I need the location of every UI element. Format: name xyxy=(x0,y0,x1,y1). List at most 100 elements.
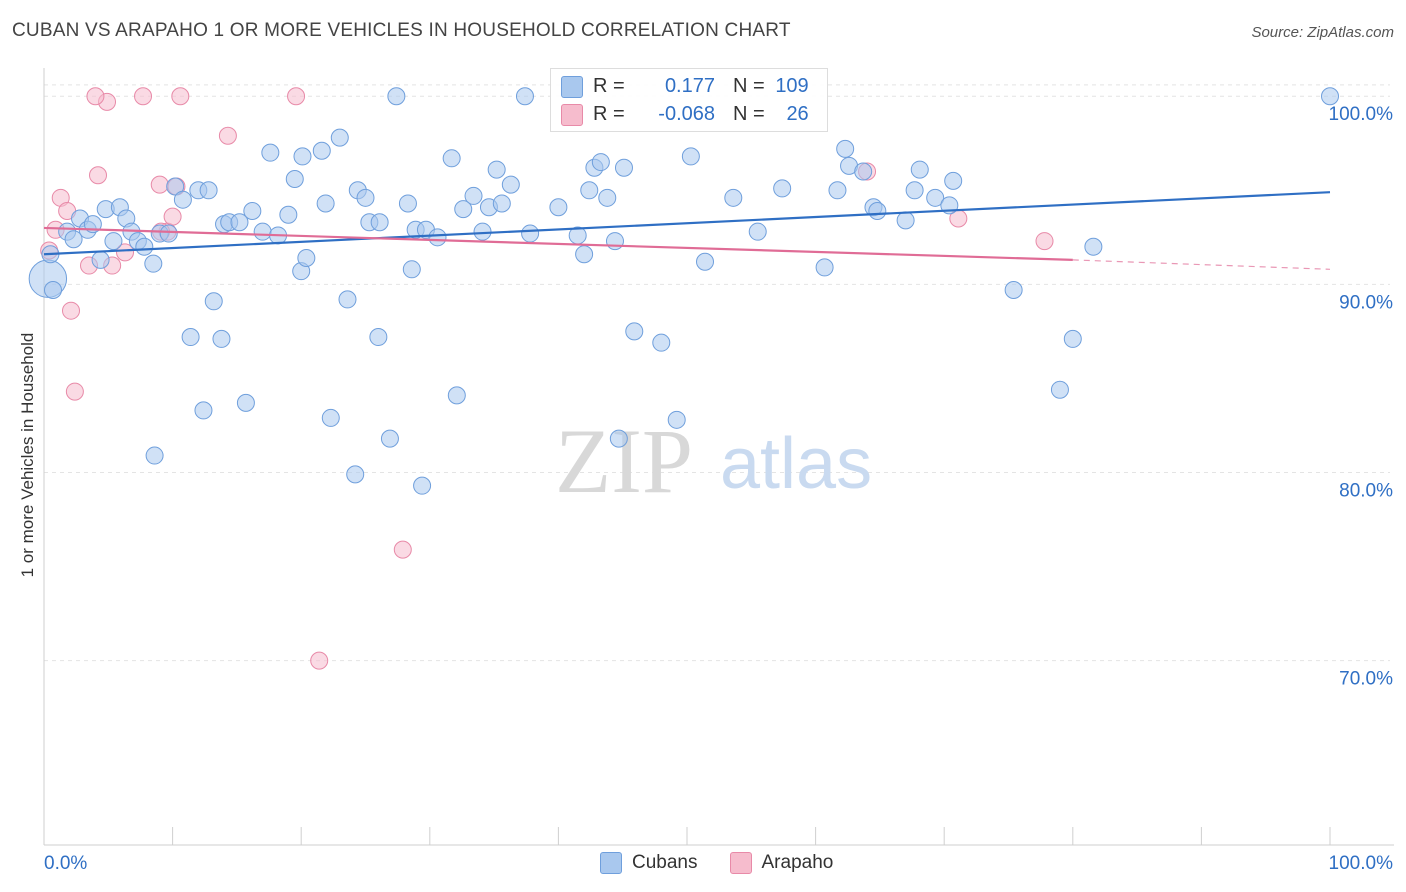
legend-item-cubans[interactable]: Cubans xyxy=(600,852,698,874)
data-point xyxy=(447,386,466,405)
data-point xyxy=(667,410,686,429)
data-point xyxy=(44,281,63,299)
stats-row-arapaho: R = -0.068 N = 26 xyxy=(561,103,809,126)
y-tick-label: 70.0% xyxy=(1339,669,1393,690)
data-point xyxy=(218,126,237,145)
data-point xyxy=(501,175,520,194)
data-point xyxy=(116,243,135,262)
data-point xyxy=(293,147,312,166)
data-point xyxy=(321,408,340,427)
data-point xyxy=(370,213,389,232)
data-point xyxy=(652,333,671,352)
data-point xyxy=(243,201,262,220)
data-point xyxy=(261,143,280,162)
data-point xyxy=(64,230,83,249)
data-point xyxy=(380,429,399,448)
data-point xyxy=(521,224,540,243)
r-label: R = xyxy=(593,75,625,97)
data-point xyxy=(591,153,610,172)
data-point xyxy=(905,181,924,200)
data-point xyxy=(204,292,223,311)
data-point xyxy=(199,181,218,200)
data-point xyxy=(625,322,644,341)
data-point xyxy=(297,249,316,268)
data-point xyxy=(696,252,715,271)
data-point xyxy=(944,171,963,190)
tick-labels: 70.0% 80.0% 90.0% 100.0% 0.0% 100.0% xyxy=(44,104,1393,874)
legend-item-arapaho[interactable]: Arapaho xyxy=(729,852,834,874)
watermark-zip: ZIP xyxy=(555,410,693,512)
data-point xyxy=(398,194,417,213)
data-point xyxy=(454,200,473,219)
y-tick-label: 80.0% xyxy=(1339,480,1393,501)
data-point xyxy=(356,188,375,207)
trend-lines xyxy=(43,191,1331,270)
stats-row-cubans: R = 0.177 N = 109 xyxy=(561,75,809,98)
data-point xyxy=(854,162,873,181)
data-point xyxy=(236,393,255,412)
data-point xyxy=(144,254,163,273)
arapaho-swatch xyxy=(561,103,583,126)
x-tick-label-max: 100.0% xyxy=(1329,853,1394,874)
data-point xyxy=(828,181,847,200)
data-point xyxy=(212,329,231,348)
data-point xyxy=(135,237,154,256)
data-point xyxy=(1004,281,1023,299)
arapaho-points xyxy=(40,87,1054,670)
data-point xyxy=(549,198,568,217)
trend-line-arapaho xyxy=(43,226,1073,261)
trend-line-cubans xyxy=(43,191,1331,256)
data-point xyxy=(181,328,200,347)
data-point xyxy=(145,446,164,465)
legend-label-arapaho: Arapaho xyxy=(761,852,834,873)
data-point xyxy=(473,222,492,241)
data-point xyxy=(487,160,506,179)
data-point xyxy=(287,87,306,106)
data-point xyxy=(515,87,534,106)
data-point xyxy=(310,651,329,670)
data-point xyxy=(150,175,169,194)
chart-source: Source: ZipAtlas.com xyxy=(1251,24,1394,41)
cubans-swatch xyxy=(561,75,583,98)
data-point xyxy=(1084,237,1103,256)
data-point xyxy=(338,290,357,309)
data-point xyxy=(62,301,81,320)
data-point xyxy=(163,207,182,226)
arapaho-legend-swatch xyxy=(729,852,752,874)
data-point xyxy=(773,179,792,198)
data-point xyxy=(910,160,929,179)
data-point xyxy=(580,181,599,200)
n-label: N = xyxy=(733,103,765,125)
data-point xyxy=(330,128,349,147)
data-point xyxy=(442,149,461,168)
data-point xyxy=(86,87,105,106)
x-tick-label-min: 0.0% xyxy=(44,853,87,874)
data-point xyxy=(836,139,855,158)
r-label: R = xyxy=(593,103,625,125)
data-point xyxy=(428,228,447,247)
data-point xyxy=(1063,329,1082,348)
data-point xyxy=(464,186,483,205)
data-point xyxy=(413,476,432,495)
cubans-points xyxy=(28,87,1339,495)
data-point xyxy=(815,258,834,277)
data-point xyxy=(387,87,406,106)
n-label: N = xyxy=(733,75,765,97)
trend-line-arapaho-extrapolated xyxy=(1072,259,1331,270)
data-point xyxy=(312,141,331,160)
n-value-cubans: 109 xyxy=(775,75,809,97)
data-point xyxy=(868,201,887,220)
axes xyxy=(43,68,1394,846)
data-point xyxy=(253,222,272,241)
data-point xyxy=(614,158,633,177)
data-point xyxy=(171,87,190,106)
data-point xyxy=(134,87,153,106)
data-point xyxy=(1321,87,1339,106)
data-point xyxy=(896,211,915,230)
chart-title: CUBAN VS ARAPAHO 1 OR MORE VEHICLES IN H… xyxy=(12,20,791,41)
data-point xyxy=(346,465,365,484)
data-point xyxy=(402,260,421,279)
data-point xyxy=(926,188,945,207)
data-point xyxy=(492,194,511,213)
